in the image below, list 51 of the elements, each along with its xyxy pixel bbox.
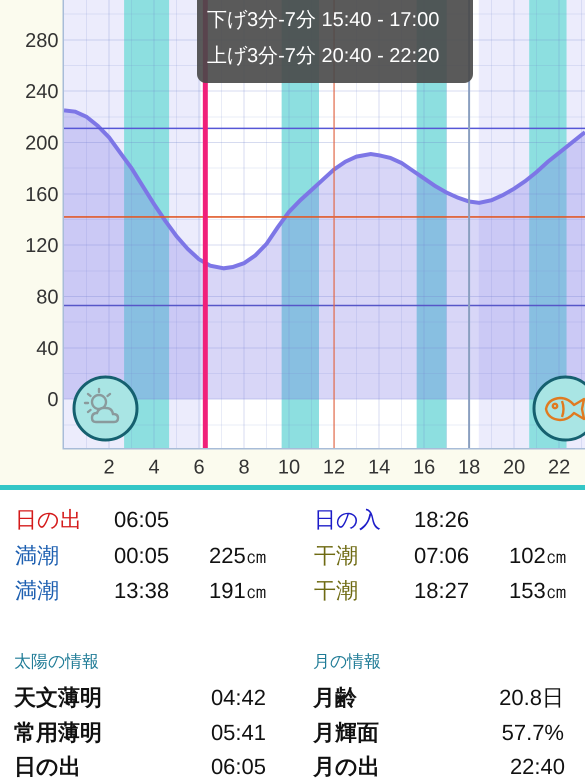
text: 102㎝ (509, 543, 568, 568)
x-tick-label: 4 (148, 456, 160, 478)
text: 225㎝ (209, 543, 268, 568)
text: 日の出 (15, 507, 82, 532)
text: 06:05 (210, 754, 266, 779)
text: 常用薄明 (14, 720, 102, 745)
text: 06:05 (114, 507, 170, 532)
text: 月の情報 (313, 651, 381, 673)
y-tick-label: 0 (47, 389, 58, 412)
y-tick-label: 120 (25, 235, 58, 258)
x-tick-label: 22 (548, 456, 570, 478)
text: 干潮 (314, 578, 358, 603)
x-tick-label: 8 (238, 456, 250, 478)
x-tick-label: 10 (278, 456, 300, 478)
text: 05:41 (210, 720, 266, 745)
x-tick-label: 20 (502, 456, 526, 478)
annotation: 上げ3分-7分 20:40 - 22:20 (207, 44, 440, 68)
x-tick-label: 18 (458, 456, 480, 478)
text: 太陽の情報 (14, 651, 99, 673)
text: 13:38 (114, 578, 170, 603)
y-tick-label: 280 (25, 30, 58, 52)
y-tick-label: 200 (25, 132, 58, 154)
y-tick-label: 80 (36, 286, 58, 309)
text: 57.7% (502, 720, 564, 745)
text: 月輝面 (313, 720, 379, 745)
x-tick-label: 16 (412, 456, 436, 478)
text: 22:40 (510, 754, 565, 779)
text: 満潮 (15, 543, 59, 568)
text: 月齢 (313, 685, 357, 710)
text: 日の出 (14, 754, 81, 779)
text: 20.8日 (499, 685, 564, 710)
text: 191㎝ (209, 578, 268, 603)
text: 月の出 (313, 754, 380, 779)
text: 天文薄明 (14, 685, 102, 710)
annotation: 下げ3分-7分 15:40 - 17:00 (207, 8, 440, 32)
x-tick-label: 14 (368, 456, 390, 478)
text: 04:42 (210, 685, 266, 710)
text: 満潮 (15, 578, 59, 603)
text: 干潮 (314, 543, 358, 568)
y-tick-label: 40 (36, 338, 58, 360)
x-tick-label: 6 (193, 456, 205, 478)
text: 00:05 (114, 543, 170, 568)
text: 18:27 (414, 578, 470, 603)
text: 18:26 (414, 507, 470, 532)
text: 153㎝ (509, 578, 568, 603)
text: 07:06 (414, 543, 470, 568)
x-tick-label: 12 (322, 456, 346, 478)
text: 日の入 (314, 507, 381, 532)
y-tick-label: 160 (25, 184, 58, 206)
y-tick-label: 240 (25, 81, 58, 104)
x-tick-label: 2 (103, 456, 115, 478)
